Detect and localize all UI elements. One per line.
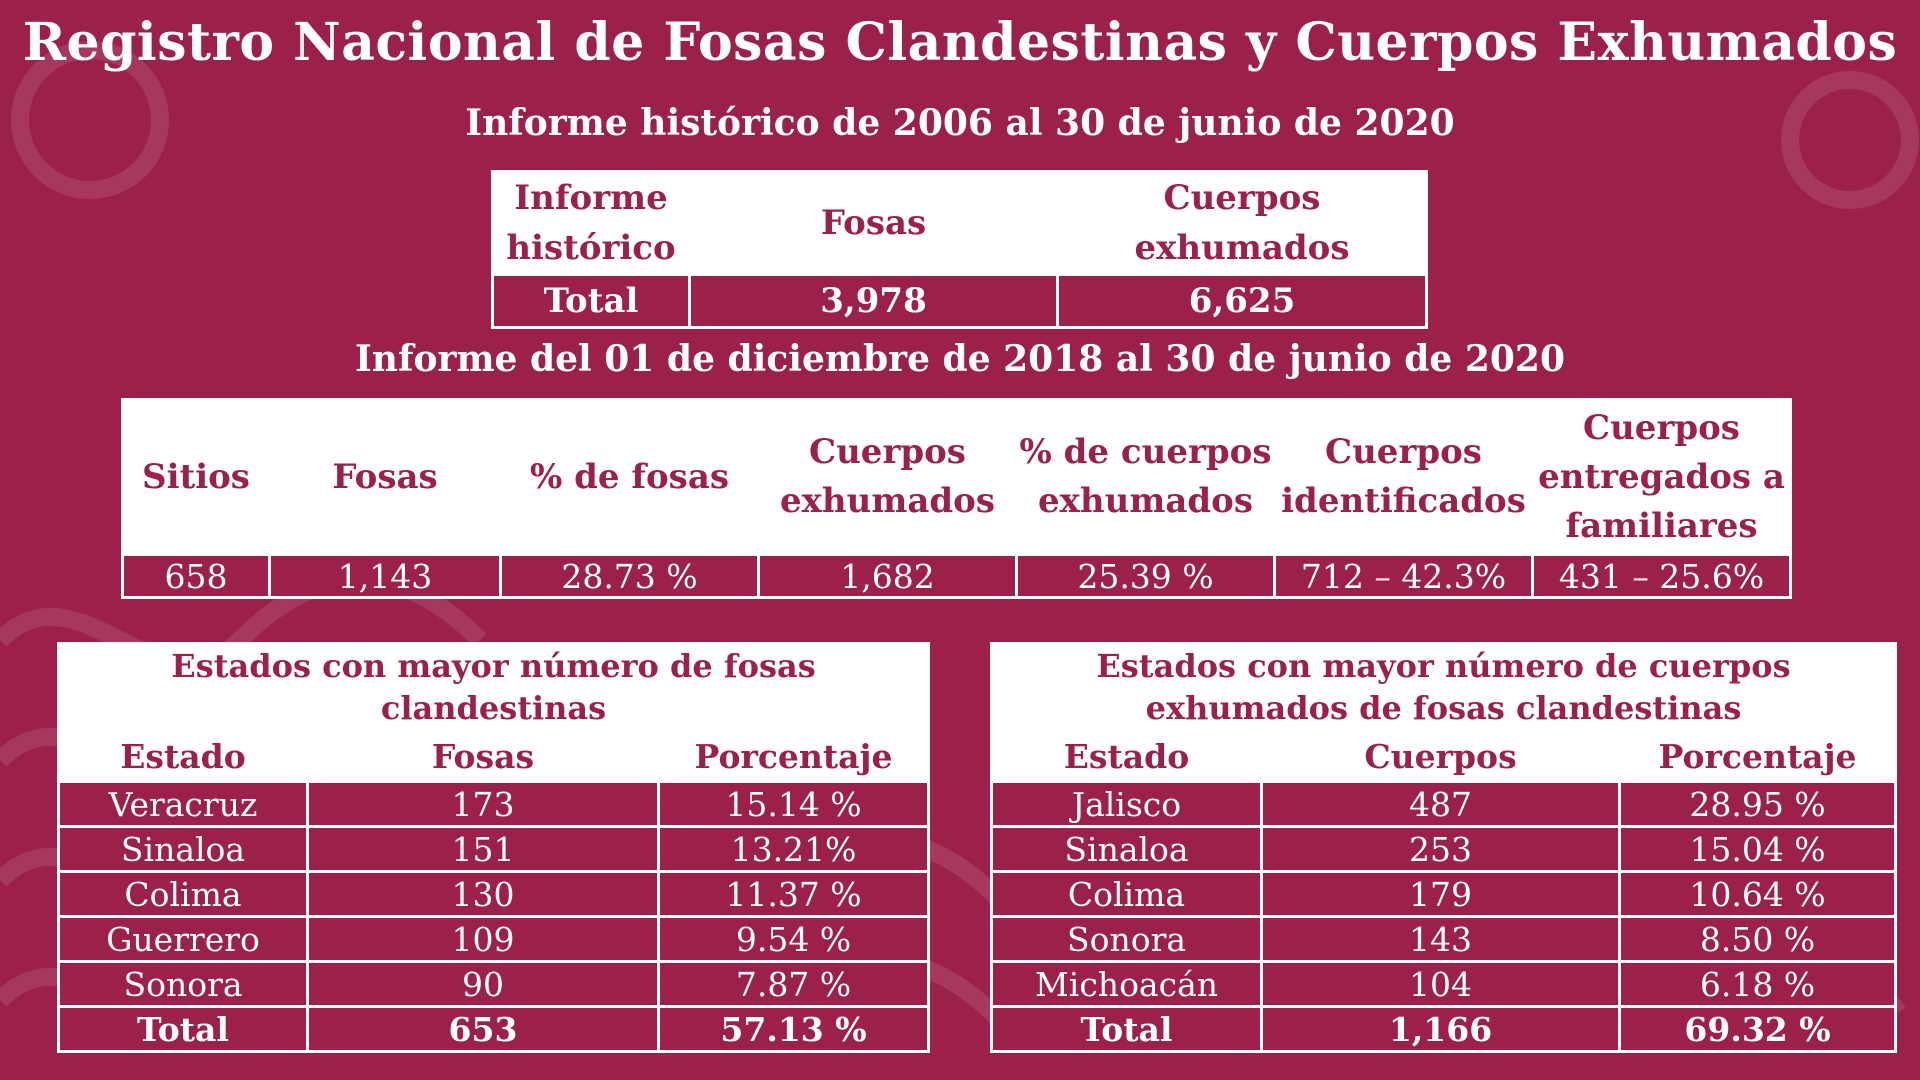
state-percentage: 9.54 % [656,915,931,963]
period-header-fosas: Fosas [268,398,502,556]
state-fosas: 90 [306,960,660,1008]
state-name: Sinaloa [990,825,1263,873]
total-fosas: 653 [306,1005,660,1053]
state-percentage: 10.64 % [1617,870,1898,918]
state-cuerpos: 487 [1260,780,1621,828]
period-value-identificados: 712 – 42.3% [1273,553,1534,599]
state-name: Guerrero [57,915,309,963]
states-fosas-header-estado: Estado [57,729,309,783]
period-report-subtitle: Informe del 01 de diciembre de 2018 al 3… [354,338,1566,380]
states-cuerpos-header-porcentaje: Porcentaje [1617,729,1898,783]
state-cuerpos: 179 [1260,870,1621,918]
total-label: Total [57,1005,309,1053]
total-cuerpos: 1,166 [1260,1005,1621,1053]
state-percentage: 11.37 % [656,870,931,918]
state-name: Sinaloa [57,825,309,873]
page-title: Registro Nacional de Fosas Clandestinas … [22,12,1898,73]
historic-total-label: Total [491,273,691,329]
state-percentage: 15.14 % [656,780,931,828]
historic-total-fosas: 3,978 [688,273,1059,329]
period-header-entregados: Cuerpos entregados a familiares [1531,398,1792,556]
table-row: Veracruz 173 15.14 % [57,780,931,828]
period-value-sitios: 658 [121,553,271,599]
total-percentage: 69.32 % [1617,1005,1898,1053]
state-cuerpos: 104 [1260,960,1621,1008]
period-value-fosas: 1,143 [268,553,502,599]
state-cuerpos: 253 [1260,825,1621,873]
total-percentage: 57.13 % [656,1005,931,1053]
states-cuerpos-header-cuerpos: Cuerpos [1260,729,1621,783]
historic-header-label: Informe histórico [491,170,691,276]
table-row: Guerrero 109 9.54 % [57,915,931,963]
state-fosas: 109 [306,915,660,963]
states-cuerpos-table: Estados con mayor número de cuerpos exhu… [989,642,1898,1053]
state-fosas: 130 [306,870,660,918]
table-row: Sonora 90 7.87 % [57,960,931,1008]
state-fosas: 173 [306,780,660,828]
state-percentage: 28.95 % [1617,780,1898,828]
states-fosas-header-porcentaje: Porcentaje [656,729,931,783]
state-fosas: 151 [306,825,660,873]
state-percentage: 7.87 % [656,960,931,1008]
states-fosas-caption: Estados con mayor número de fosas clande… [56,642,931,732]
table-row: Colima 179 10.64 % [990,870,1898,918]
historic-total-cuerpos: 6,625 [1056,273,1428,329]
table-row: Sinaloa 253 15.04 % [990,825,1898,873]
states-cuerpos-caption: Estados con mayor número de cuerpos exhu… [989,642,1898,732]
states-fosas-header-fosas: Fosas [306,729,660,783]
table-row: Jalisco 487 28.95 % [990,780,1898,828]
period-header-cuerpos: Cuerpos exhumados [757,398,1018,556]
state-cuerpos: 143 [1260,915,1621,963]
state-percentage: 6.18 % [1617,960,1898,1008]
state-name: Sonora [57,960,309,1008]
table-row: Sonora 143 8.50 % [990,915,1898,963]
table-row: Michoacán 104 6.18 % [990,960,1898,1008]
historic-report-subtitle: Informe histórico de 2006 al 30 de junio… [465,102,1455,144]
table-row: Colima 130 11.37 % [57,870,931,918]
state-percentage: 15.04 % [1617,825,1898,873]
state-name: Jalisco [990,780,1263,828]
table-row: Sinaloa 151 13.21% [57,825,931,873]
state-percentage: 13.21% [656,825,931,873]
period-header-pct-cuerpos: % de cuerpos exhumados [1015,398,1276,556]
total-row: Total 1,166 69.32 % [990,1005,1898,1053]
period-value-cuerpos: 1,682 [757,553,1018,599]
period-header-identificados: Cuerpos identificados [1273,398,1534,556]
period-value-pct-cuerpos: 25.39 % [1015,553,1276,599]
period-header-sitios: Sitios [121,398,271,556]
states-cuerpos-header-estado: Estado [990,729,1263,783]
total-label: Total [990,1005,1263,1053]
state-percentage: 8.50 % [1617,915,1898,963]
period-value-entregados: 431 – 25.6% [1531,553,1792,599]
state-name: Colima [990,870,1263,918]
period-header-pct-fosas: % de fosas [499,398,760,556]
historic-report-table: Informe histórico Fosas Cuerpos exhumado… [491,170,1428,329]
state-name: Colima [57,870,309,918]
total-row: Total 653 57.13 % [57,1005,931,1053]
states-fosas-table: Estados con mayor número de fosas clande… [56,642,931,1053]
period-report-table: Sitios Fosas % de fosas Cuerpos exhumado… [121,398,1792,599]
period-value-pct-fosas: 28.73 % [499,553,760,599]
state-name: Michoacán [990,960,1263,1008]
state-name: Veracruz [57,780,309,828]
state-name: Sonora [990,915,1263,963]
historic-header-cuerpos: Cuerpos exhumados [1056,170,1428,276]
historic-header-fosas: Fosas [688,170,1059,276]
